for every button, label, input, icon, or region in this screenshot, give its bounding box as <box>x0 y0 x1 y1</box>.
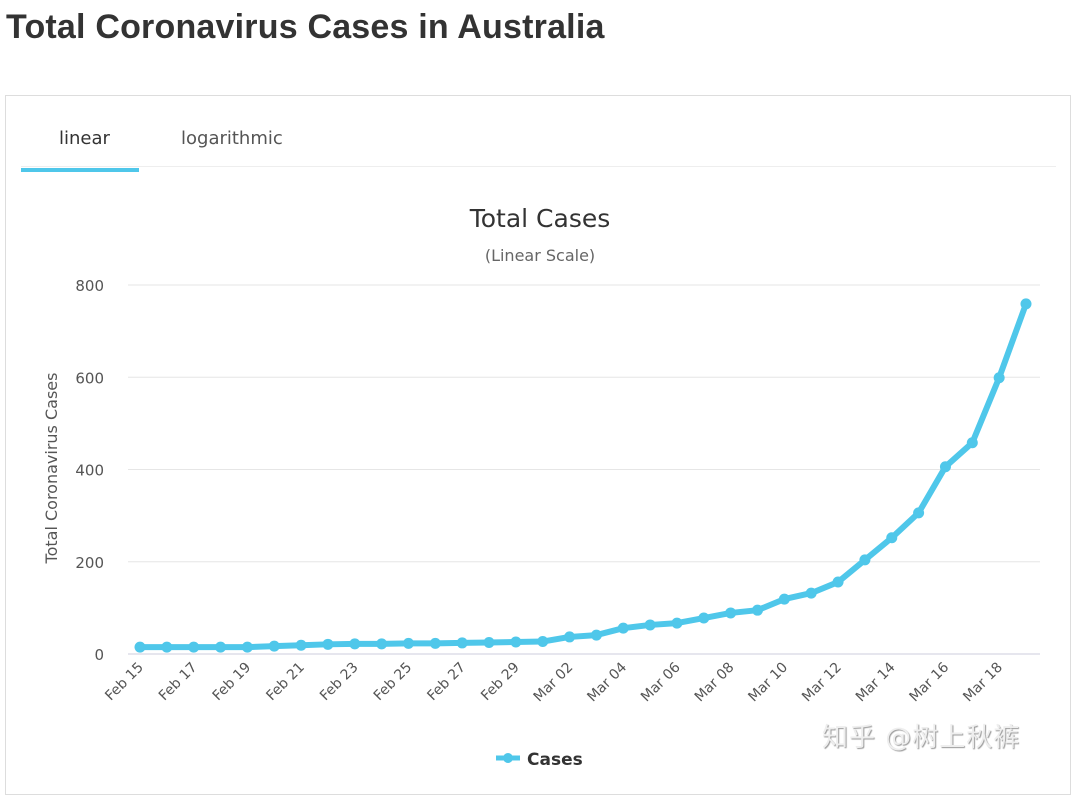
series-line-cases <box>140 302 1029 651</box>
x-tick-label: Feb 25 <box>371 660 416 705</box>
data-point <box>1020 298 1032 310</box>
data-point <box>966 437 978 449</box>
x-tick-label: Feb 27 <box>424 660 469 705</box>
data-point <box>268 640 280 652</box>
x-tick-label: Mar 10 <box>745 660 791 706</box>
x-tick-label: Feb 29 <box>478 660 523 705</box>
data-point <box>295 639 307 651</box>
tab-divider <box>21 166 1056 167</box>
chart-title: Total Cases <box>469 204 611 233</box>
data-point <box>590 629 602 641</box>
data-point <box>429 637 441 649</box>
y-tick-label: 600 <box>75 369 104 387</box>
y-axis-title: Total Coronavirus Cases <box>42 373 61 565</box>
data-point <box>322 638 334 650</box>
legend-label: Cases <box>527 750 583 770</box>
data-point <box>241 641 253 653</box>
x-tick-label: Feb 17 <box>156 660 201 705</box>
data-point <box>134 641 146 653</box>
data-point <box>510 636 522 648</box>
data-point <box>376 638 388 650</box>
page-title: Total Coronavirus Cases in Australia <box>6 8 605 46</box>
data-point <box>617 622 629 634</box>
x-tick-label: Feb 23 <box>317 660 362 705</box>
data-point <box>886 532 898 544</box>
data-point <box>564 631 576 643</box>
y-tick-label: 400 <box>75 462 104 480</box>
data-point <box>215 641 227 653</box>
legend-item-cases[interactable]: Cases <box>496 750 583 770</box>
data-point <box>161 641 173 653</box>
data-point <box>483 636 495 648</box>
data-point <box>698 612 710 624</box>
data-point <box>832 576 844 588</box>
y-tick-label: 800 <box>75 277 104 295</box>
legend-marker <box>503 753 513 763</box>
x-tick-label: Mar 14 <box>853 659 899 705</box>
x-tick-label: Mar 06 <box>638 659 684 705</box>
x-tick-label: Mar 08 <box>692 660 738 706</box>
data-point <box>725 607 737 619</box>
data-point <box>859 554 871 566</box>
x-tick-label: Feb 19 <box>210 660 255 705</box>
data-point <box>456 637 468 649</box>
data-point <box>913 507 925 519</box>
x-tick-label: Mar 18 <box>960 660 1006 706</box>
data-point <box>537 636 549 648</box>
data-point <box>644 619 656 631</box>
x-tick-label: Mar 04 <box>584 659 630 705</box>
chart-subtitle: (Linear Scale) <box>485 246 595 265</box>
x-tick-label: Feb 15 <box>102 660 147 705</box>
x-tick-label: Feb 21 <box>263 660 308 705</box>
y-tick-label: 200 <box>75 554 104 572</box>
x-tick-label: Mar 16 <box>907 659 953 705</box>
y-tick-label: 0 <box>94 646 104 664</box>
data-point <box>402 637 414 649</box>
tab-linear[interactable]: linear <box>59 128 110 149</box>
data-point <box>939 461 951 473</box>
data-point <box>805 587 817 599</box>
line-chart: Total Cases (Linear Scale) Total Coronav… <box>42 204 1040 770</box>
data-point <box>752 604 764 616</box>
data-point <box>778 593 790 605</box>
data-point <box>671 617 683 629</box>
data-point <box>993 372 1005 384</box>
active-tab-indicator <box>21 168 139 172</box>
watermark: 知乎 @树上秋裤 <box>822 723 1021 753</box>
data-point <box>349 638 361 650</box>
x-tick-label: Mar 12 <box>799 660 845 706</box>
tab-logarithmic[interactable]: logarithmic <box>181 128 283 149</box>
data-point <box>188 641 200 653</box>
x-tick-label: Mar 02 <box>531 660 577 706</box>
